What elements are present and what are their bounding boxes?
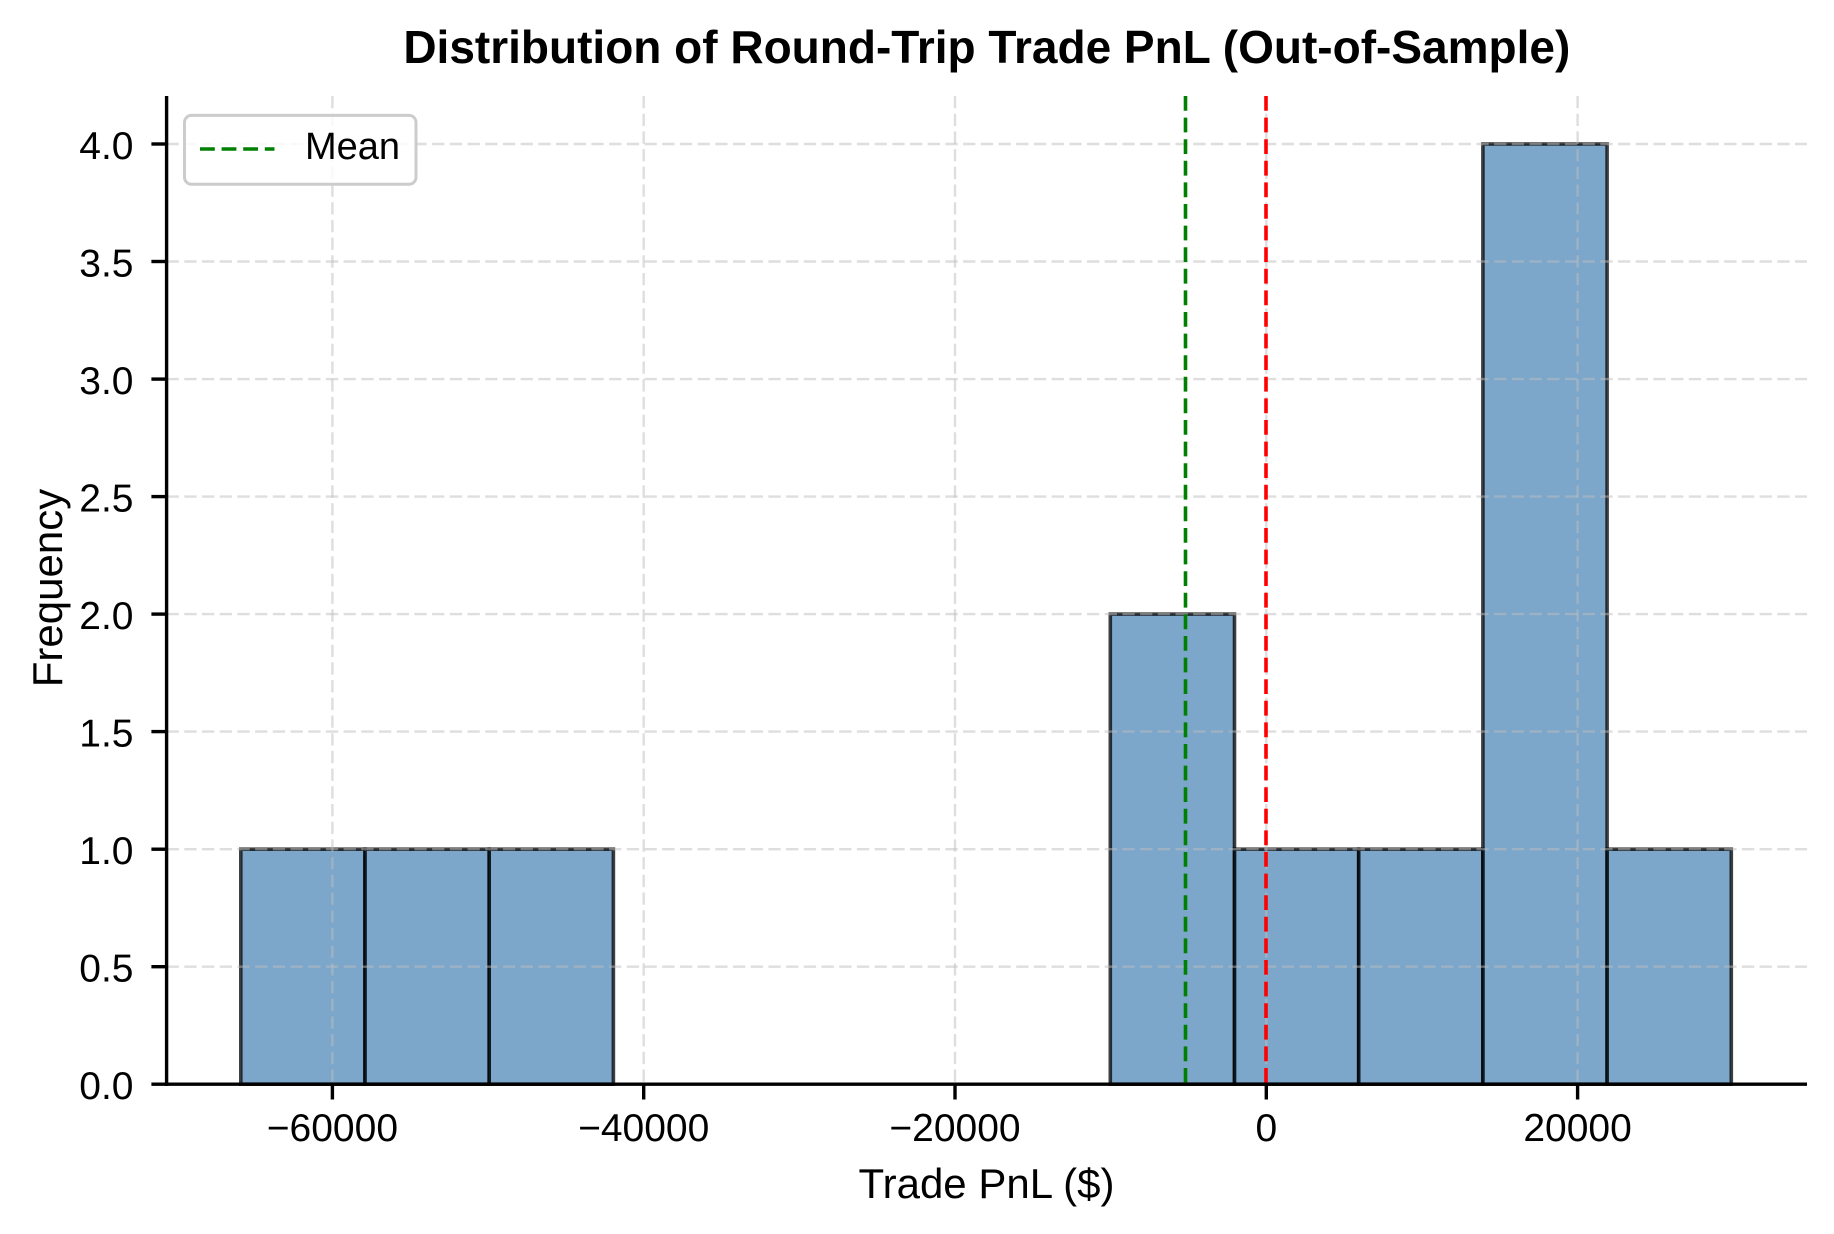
svg-text:2.5: 2.5 xyxy=(79,478,133,521)
svg-text:Trade PnL ($): Trade PnL ($) xyxy=(859,1160,1115,1207)
svg-text:Frequency: Frequency xyxy=(24,489,71,687)
svg-text:Mean: Mean xyxy=(305,126,400,168)
svg-text:1.0: 1.0 xyxy=(79,830,133,873)
svg-text:−40000: −40000 xyxy=(578,1107,709,1150)
svg-text:−60000: −60000 xyxy=(267,1107,398,1150)
svg-text:3.0: 3.0 xyxy=(79,360,133,403)
svg-text:−20000: −20000 xyxy=(889,1107,1020,1150)
svg-text:4.0: 4.0 xyxy=(79,125,133,168)
svg-text:Distribution of Round-Trip Tra: Distribution of Round-Trip Trade PnL (Ou… xyxy=(403,21,1570,73)
svg-text:0.5: 0.5 xyxy=(79,948,133,991)
svg-text:0.0: 0.0 xyxy=(79,1065,133,1108)
svg-text:0: 0 xyxy=(1255,1107,1277,1150)
svg-text:2.0: 2.0 xyxy=(79,595,133,638)
svg-text:1.5: 1.5 xyxy=(79,713,133,756)
svg-text:20000: 20000 xyxy=(1523,1107,1631,1150)
svg-text:3.5: 3.5 xyxy=(79,243,133,286)
